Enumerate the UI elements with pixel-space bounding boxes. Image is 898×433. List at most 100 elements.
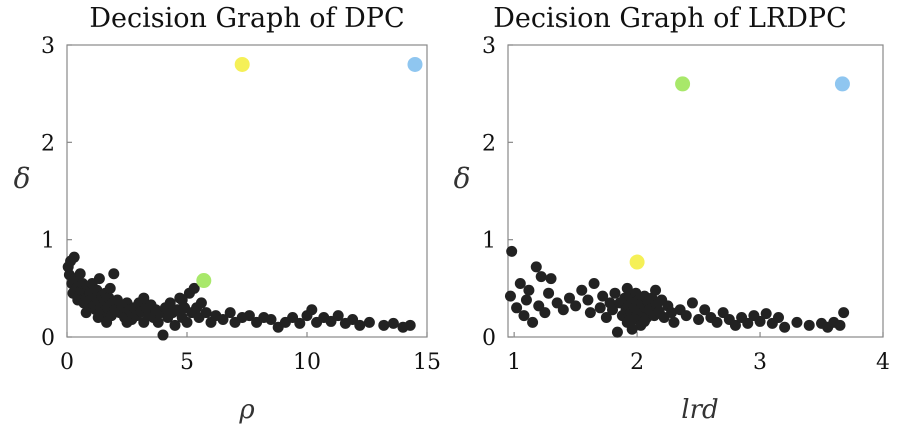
left-data-point bbox=[92, 312, 104, 324]
chart-left-frame bbox=[66, 44, 428, 338]
left-data-point bbox=[138, 292, 150, 304]
right-cluster-center-point bbox=[629, 254, 645, 270]
right-data-point bbox=[772, 312, 784, 324]
right-data-point bbox=[527, 316, 539, 328]
left-data-point bbox=[169, 319, 181, 331]
right-data-point bbox=[638, 315, 650, 327]
right-data-point bbox=[680, 310, 692, 322]
chart-right-points bbox=[504, 76, 850, 338]
right-data-point bbox=[594, 302, 606, 314]
chart-right-x-label: lrd bbox=[681, 395, 718, 425]
right-cluster-center-point bbox=[675, 76, 691, 92]
left-data-point bbox=[121, 316, 133, 328]
chart-right-x-ticks: 1 2 3 4 bbox=[507, 332, 890, 375]
right-x-tick-label: 1 bbox=[507, 350, 521, 375]
right-data-point bbox=[621, 282, 633, 294]
right-data-point bbox=[543, 287, 555, 299]
right-data-point bbox=[539, 307, 551, 319]
right-data-point bbox=[699, 304, 711, 316]
right-data-point bbox=[791, 316, 803, 328]
chart-left: Decision Graph of DPC 0 1 2 3 0 5 10 15 δ ρ bbox=[14, 3, 441, 425]
left-x-tick-label: 0 bbox=[60, 350, 74, 375]
right-data-point bbox=[504, 290, 516, 302]
left-data-point bbox=[224, 307, 236, 319]
right-data-point bbox=[754, 315, 766, 327]
left-data-point bbox=[68, 251, 80, 263]
right-data-point bbox=[530, 261, 542, 273]
chart-right-title: Decision Graph of LRDPC bbox=[493, 3, 847, 34]
left-data-point bbox=[217, 313, 229, 325]
left-y-tick-label: 1 bbox=[41, 229, 55, 254]
left-data-point bbox=[378, 319, 390, 331]
right-data-point bbox=[597, 290, 609, 302]
chart-left-x-ticks: 0 5 10 15 bbox=[60, 332, 441, 375]
left-cluster-center-point bbox=[234, 56, 250, 72]
right-data-point bbox=[600, 312, 612, 324]
right-data-point bbox=[523, 284, 535, 296]
chart-right-y-label: δ bbox=[454, 162, 471, 195]
left-x-tick-label: 5 bbox=[180, 350, 194, 375]
right-data-point bbox=[711, 316, 723, 328]
right-data-point bbox=[626, 323, 638, 335]
left-data-point bbox=[387, 317, 399, 329]
left-data-point bbox=[332, 310, 344, 322]
left-data-point bbox=[164, 297, 176, 309]
right-data-point bbox=[611, 326, 623, 338]
left-data-point bbox=[363, 316, 375, 328]
right-y-tick-label: 0 bbox=[482, 326, 496, 351]
chart-left-points bbox=[62, 56, 423, 341]
right-data-point bbox=[779, 321, 791, 333]
left-data-point bbox=[104, 282, 116, 294]
chart-left-y-label: δ bbox=[14, 162, 31, 195]
right-data-point bbox=[607, 304, 619, 316]
left-x-tick-label: 15 bbox=[413, 350, 441, 375]
right-y-tick-label: 3 bbox=[482, 34, 496, 59]
right-y-tick-label: 2 bbox=[482, 131, 496, 156]
right-data-point bbox=[666, 307, 678, 319]
right-data-point bbox=[518, 310, 530, 322]
left-x-tick-label: 10 bbox=[293, 350, 321, 375]
right-data-point bbox=[609, 287, 621, 299]
left-data-point bbox=[265, 313, 277, 325]
left-data-point bbox=[294, 317, 306, 329]
left-data-point bbox=[93, 273, 105, 285]
chart-left-title: Decision Graph of DPC bbox=[89, 3, 404, 34]
right-data-point bbox=[693, 313, 705, 325]
left-data-point bbox=[181, 316, 193, 328]
right-data-point bbox=[576, 284, 588, 296]
left-data-point bbox=[195, 297, 207, 309]
right-data-point bbox=[514, 277, 526, 289]
right-data-point bbox=[650, 284, 662, 296]
left-data-point bbox=[188, 282, 200, 294]
left-data-point bbox=[152, 316, 164, 328]
right-data-point bbox=[563, 292, 575, 304]
left-data-point bbox=[80, 307, 92, 319]
right-data-point bbox=[582, 294, 594, 306]
chart-left-y-ticks: 0 1 2 3 bbox=[41, 34, 72, 351]
left-cluster-center-point bbox=[196, 273, 212, 289]
left-data-point bbox=[108, 268, 120, 280]
right-data-point bbox=[545, 273, 557, 285]
right-data-point bbox=[511, 302, 523, 314]
left-data-point bbox=[354, 319, 366, 331]
right-x-tick-label: 3 bbox=[753, 350, 767, 375]
left-data-point bbox=[74, 268, 86, 280]
left-data-point bbox=[404, 319, 416, 331]
right-data-point bbox=[584, 307, 596, 319]
chart-right-y-ticks: 0 1 2 3 bbox=[482, 34, 513, 351]
right-data-point bbox=[803, 319, 815, 331]
right-data-point bbox=[506, 245, 518, 257]
right-data-point bbox=[742, 317, 754, 329]
right-data-point bbox=[570, 300, 582, 312]
right-data-point bbox=[520, 294, 532, 306]
chart-right-frame bbox=[507, 44, 884, 338]
left-y-tick-label: 2 bbox=[41, 131, 55, 156]
right-cluster-center-point bbox=[834, 76, 850, 92]
right-data-point bbox=[838, 307, 850, 319]
left-y-tick-label: 3 bbox=[41, 34, 55, 59]
left-data-point bbox=[200, 307, 212, 319]
right-data-point bbox=[729, 319, 741, 331]
right-data-point bbox=[834, 319, 846, 331]
